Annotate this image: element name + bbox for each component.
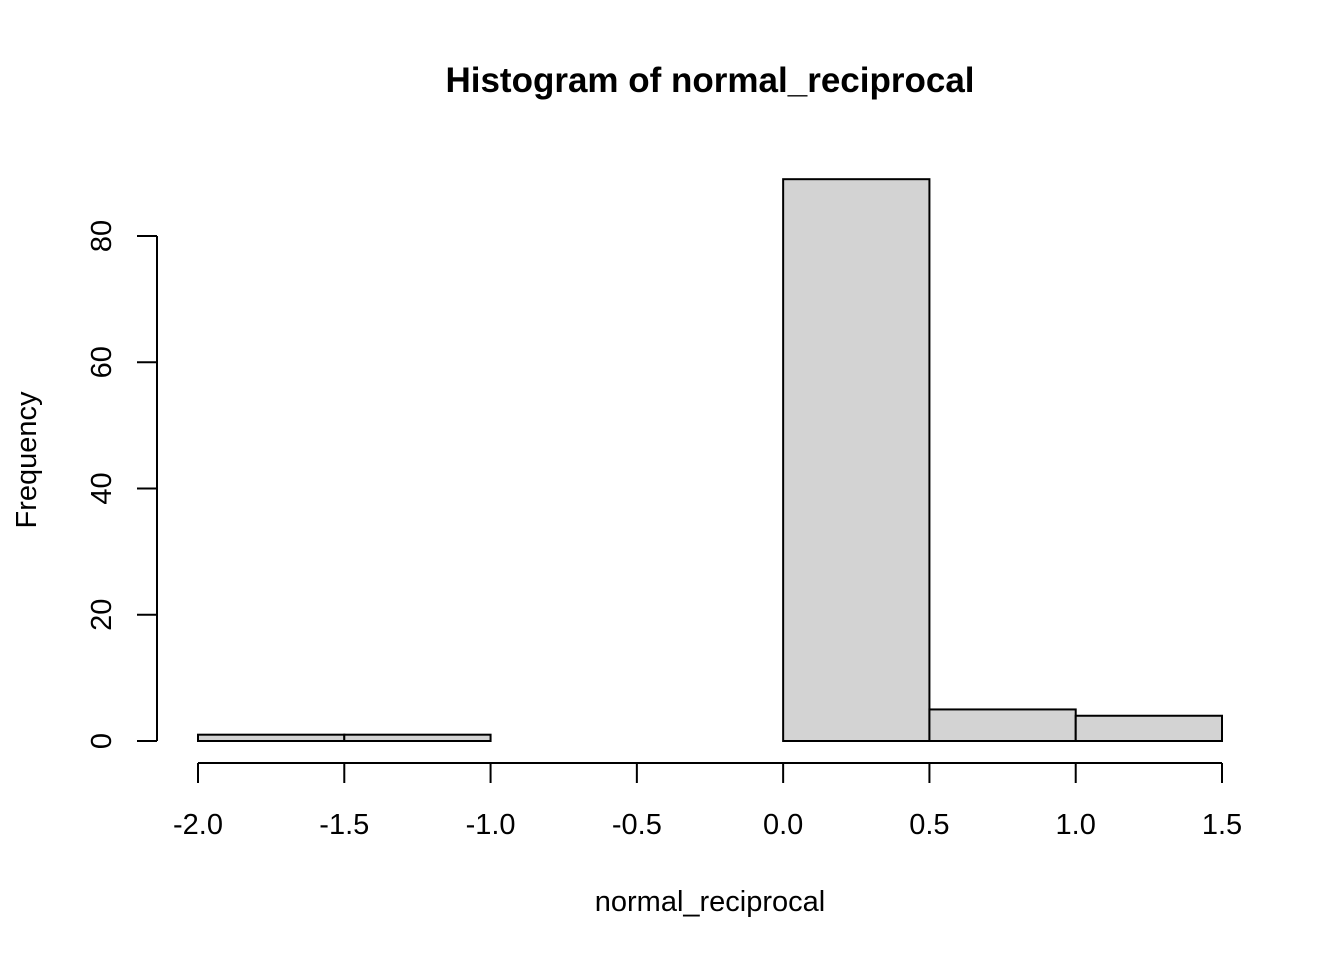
x-axis: -2.0 -1.5 -1.0 -0.5 0.0 0.5 1.0 1.5 <box>173 762 1242 841</box>
histogram-bar <box>1074 714 1223 742</box>
histogram-bar <box>343 733 492 742</box>
bars-group <box>197 178 1223 742</box>
x-tick-label: 0.0 <box>763 809 803 841</box>
histogram-bar <box>928 708 1077 742</box>
y-tick-label: 20 <box>86 599 118 631</box>
x-tick-label: -2.0 <box>173 809 223 841</box>
y-tick-label: 80 <box>86 220 118 252</box>
x-tick-label: 0.5 <box>909 809 949 841</box>
x-tick-label: -1.5 <box>319 809 369 841</box>
y-axis-label: Frequency <box>11 391 43 529</box>
x-axis-label: normal_reciprocal <box>595 886 826 918</box>
x-tick-label: -1.0 <box>466 809 516 841</box>
histogram-bar <box>782 178 931 742</box>
x-tick-label: -0.5 <box>612 809 662 841</box>
x-tick-label: 1.0 <box>1056 809 1096 841</box>
x-tick-label: 1.5 <box>1202 809 1242 841</box>
y-tick-label: 0 <box>86 733 118 749</box>
chart-title: Histogram of normal_reciprocal <box>445 61 974 100</box>
histogram-bar <box>197 733 346 742</box>
y-axis: 0 20 40 60 80 <box>86 220 158 749</box>
y-tick-label: 60 <box>86 346 118 378</box>
y-tick-label: 40 <box>86 472 118 504</box>
